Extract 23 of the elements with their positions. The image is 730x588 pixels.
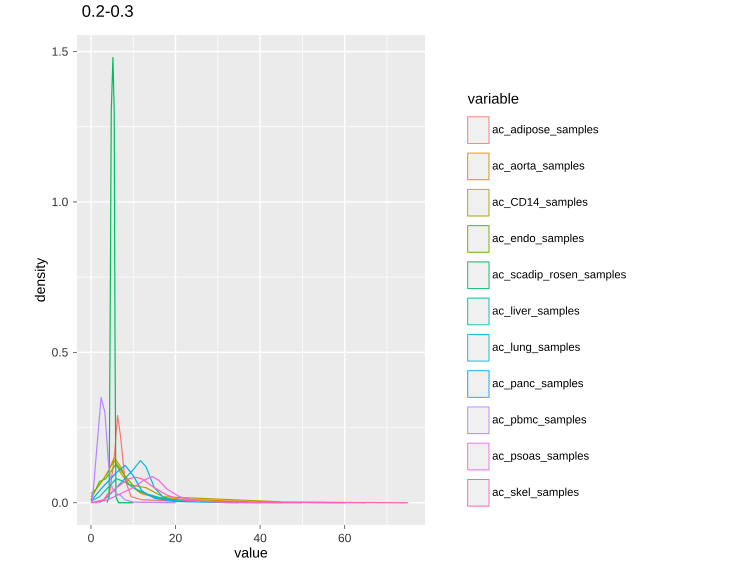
x-tick-label: 0 xyxy=(88,534,94,542)
legend-label: ac_skel_samples xyxy=(492,488,579,498)
legend-label: ac_adipose_samples xyxy=(492,125,598,136)
legend-label: ac_liver_samples xyxy=(492,306,580,317)
x-axis-title: value xyxy=(234,547,268,558)
legend-title: variable xyxy=(468,92,518,104)
y-tick-label: 0.0 xyxy=(52,498,68,507)
legend-label: ac_CD14_samples xyxy=(492,198,588,208)
legend-label: ac_scadip_rosen_samples xyxy=(492,270,626,281)
y-axis-title: density xyxy=(34,258,48,302)
legend-label: ac_aorta_samples xyxy=(492,161,584,172)
y-tick-label: 1.5 xyxy=(52,47,68,56)
y-tick-label: 0.5 xyxy=(52,348,68,357)
y-tick-label: 1.0 xyxy=(52,198,68,206)
x-tick-label: 20 xyxy=(169,534,182,542)
legend-label: ac_pbmc_samples xyxy=(492,415,586,426)
legend-label: ac_panc_samples xyxy=(492,378,584,390)
x-tick-label: 40 xyxy=(254,534,266,542)
x-tick-label: 60 xyxy=(338,534,351,542)
chart-title: 0.2-0.3 xyxy=(82,5,133,17)
legend-label: ac_lung_samples xyxy=(492,342,580,354)
legend-label: ac_endo_samples xyxy=(492,234,584,244)
legend-label: ac_psoas_samples xyxy=(492,451,589,462)
